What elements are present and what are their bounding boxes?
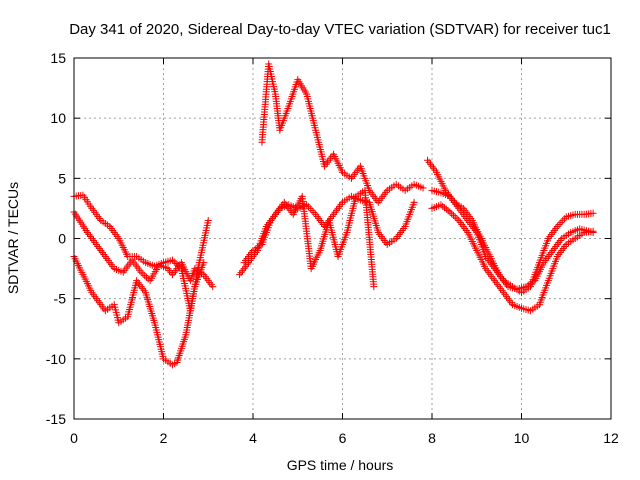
data-point-marker [141, 272, 149, 280]
data-point-marker [168, 256, 176, 264]
y-tick-label: 15 [50, 50, 66, 66]
y-tick-label: 5 [58, 170, 66, 186]
data-point-marker [446, 208, 454, 216]
data-point-marker [139, 270, 147, 278]
data-point-marker [144, 275, 152, 283]
data-point-marker [451, 213, 459, 221]
data-points [70, 60, 597, 369]
data-point-marker [209, 283, 217, 291]
y-tick-label: 10 [50, 110, 66, 126]
x-tick-label: 6 [339, 430, 347, 446]
x-tick-label: 0 [70, 430, 78, 446]
data-point-marker [448, 210, 456, 218]
data-point-marker [142, 273, 150, 281]
grid-lines [74, 58, 611, 419]
data-point-marker [176, 263, 184, 271]
y-axis-label: SDTVAR / TECUs [5, 182, 21, 294]
data-point-marker [449, 211, 457, 219]
data-point-marker [453, 215, 461, 223]
data-point-marker [137, 268, 145, 276]
data-point-marker [589, 209, 597, 217]
y-tick-label: 0 [58, 231, 66, 247]
data-point-marker [174, 261, 182, 269]
data-point-marker [557, 219, 565, 227]
data-point-marker [308, 207, 316, 215]
x-tick-label: 10 [514, 430, 530, 446]
data-point-marker [410, 198, 418, 206]
data-point-marker [370, 283, 378, 291]
y-tick-label: -10 [46, 351, 66, 367]
data-point-marker [204, 216, 212, 224]
data-point-marker [441, 204, 449, 212]
data-point-marker [444, 207, 452, 215]
chart-title: Day 341 of 2020, Sidereal Day-to-day VTE… [69, 21, 611, 38]
y-tick-label: -15 [46, 411, 66, 427]
x-axis-label: GPS time / hours [287, 457, 394, 473]
x-tick-label: 4 [249, 430, 257, 446]
axis-ticks: 0 2 4 6 8 10 12 -15 -10 -5 0 5 10 15 [46, 50, 619, 446]
x-tick-label: 12 [603, 430, 619, 446]
data-point-marker [439, 202, 447, 210]
x-tick-label: 2 [160, 430, 168, 446]
data-point-marker [437, 201, 445, 209]
x-tick-label: 8 [428, 430, 436, 446]
data-point-marker [419, 184, 427, 192]
data-point-marker [589, 228, 597, 236]
y-tick-label: -5 [54, 291, 67, 307]
data-point-marker [172, 260, 180, 268]
data-point-marker [310, 209, 318, 217]
data-point-marker [442, 205, 450, 213]
data-point-marker [555, 221, 563, 229]
data-point-marker [170, 258, 178, 266]
data-point-marker [559, 217, 567, 225]
